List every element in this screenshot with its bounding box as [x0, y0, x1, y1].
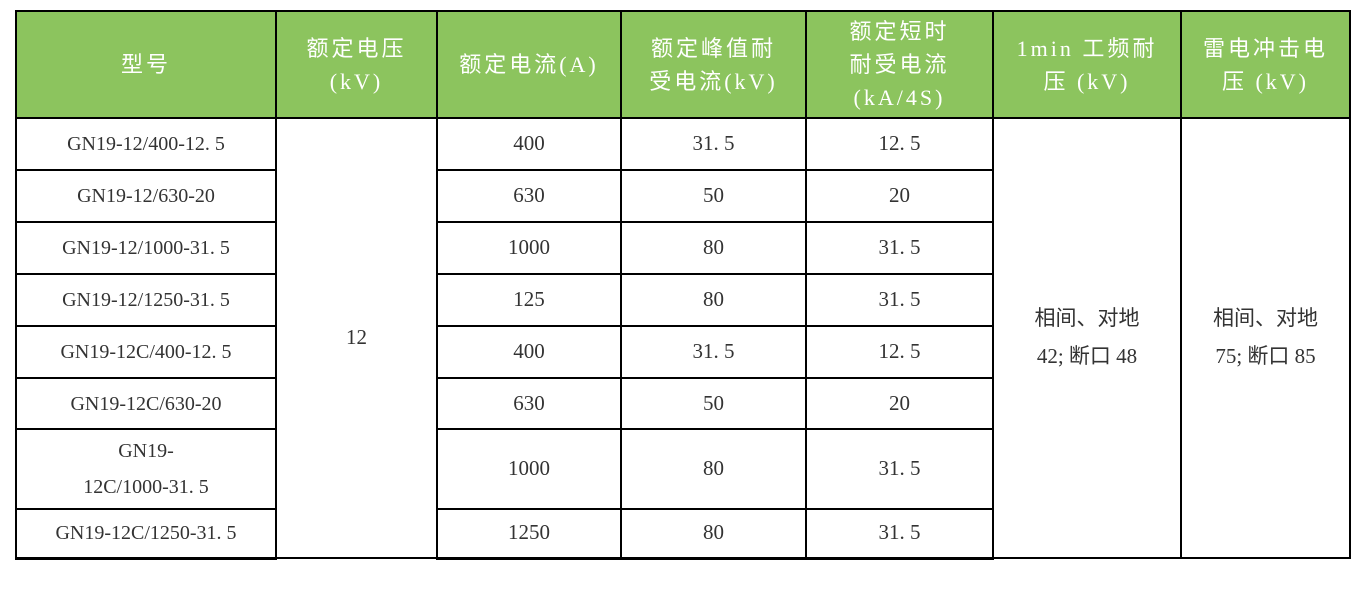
rated-current-cell: 630 — [436, 377, 622, 430]
peak-withstand-cell: 50 — [620, 169, 807, 223]
header-cell-power-freq: 1min 工频耐 压 (kV) — [992, 10, 1182, 119]
header-row: 型号 额定电压 (kV) 额定电流(A) 额定峰值耐 受电流(kV) 额定短时 … — [15, 10, 1351, 119]
table-row: GN19- 12C/1000-31. 5 1000 80 31. 5 — [15, 428, 1350, 510]
rated-current-cell: 400 — [436, 117, 622, 171]
rated-voltage-merged-cell: 12 — [275, 117, 438, 559]
model-cell: GN19-12/1250-31. 5 — [15, 273, 277, 327]
peak-withstand-cell: 80 — [620, 273, 807, 327]
model-cell: GN19- 12C/1000-31. 5 — [15, 428, 277, 510]
table-row: GN19-12C/1250-31. 5 1250 80 31. 5 — [15, 508, 1350, 560]
header-cell-model: 型号 — [15, 10, 277, 119]
power-freq-merged-cell: 相间、对地 42; 断口 48 — [992, 117, 1182, 559]
header-cell-rated-current: 额定电流(A) — [436, 10, 622, 119]
rated-current-cell: 1250 — [436, 508, 622, 560]
table-row: GN19-12/1000-31. 5 1000 80 31. 5 — [15, 221, 1350, 275]
peak-withstand-cell: 31. 5 — [620, 117, 807, 171]
header-cell-short-time: 额定短时 耐受电流 (kA/4S) — [805, 10, 994, 119]
model-cell: GN19-12C/630-20 — [15, 377, 277, 430]
short-time-cell: 31. 5 — [805, 221, 994, 275]
model-cell: GN19-12/630-20 — [15, 169, 277, 223]
model-cell: GN19-12C/400-12. 5 — [15, 325, 277, 379]
model-cell: GN19-12C/1250-31. 5 — [15, 508, 277, 560]
table-row: GN19-12C/400-12. 5 400 31. 5 12. 5 — [15, 325, 1350, 379]
short-time-cell: 31. 5 — [805, 273, 994, 327]
table-row: GN19-12/400-12. 5 12 400 31. 5 12. 5 相间、… — [15, 117, 1351, 559]
spec-table: 型号 额定电压 (kV) 额定电流(A) 额定峰值耐 受电流(kV) 额定短时 … — [15, 10, 1351, 560]
peak-withstand-cell: 50 — [620, 377, 807, 430]
model-cell: GN19-12/400-12. 5 — [15, 117, 277, 171]
rated-current-cell: 1000 — [436, 221, 622, 275]
model-cell: GN19-12/1000-31. 5 — [15, 221, 277, 275]
header-cell-peak-withstand: 额定峰值耐 受电流(kV) — [620, 10, 807, 119]
short-time-cell: 12. 5 — [805, 325, 994, 379]
peak-withstand-cell: 80 — [620, 508, 807, 560]
table-row: GN19-12/1250-31. 5 125 80 31. 5 — [15, 273, 1350, 327]
short-time-cell: 20 — [805, 169, 994, 223]
rated-current-cell: 1000 — [436, 428, 622, 510]
rated-current-cell: 630 — [436, 169, 622, 223]
rated-current-cell: 400 — [436, 325, 622, 379]
table-row: GN19-12C/630-20 630 50 20 — [15, 377, 1350, 430]
peak-withstand-cell: 80 — [620, 221, 807, 275]
short-time-cell: 20 — [805, 377, 994, 430]
rated-current-cell: 125 — [436, 273, 622, 327]
peak-withstand-cell: 80 — [620, 428, 807, 510]
short-time-cell: 31. 5 — [805, 508, 994, 560]
peak-withstand-cell: 31. 5 — [620, 325, 807, 379]
short-time-cell: 12. 5 — [805, 117, 994, 171]
header-cell-rated-voltage: 额定电压 (kV) — [275, 10, 438, 119]
short-time-cell: 31. 5 — [805, 428, 994, 510]
table-row: GN19-12/630-20 630 50 20 — [15, 169, 1350, 223]
lightning-merged-cell: 相间、对地 75; 断口 85 — [1180, 117, 1351, 559]
header-cell-lightning: 雷电冲击电 压 (kV) — [1180, 10, 1351, 119]
